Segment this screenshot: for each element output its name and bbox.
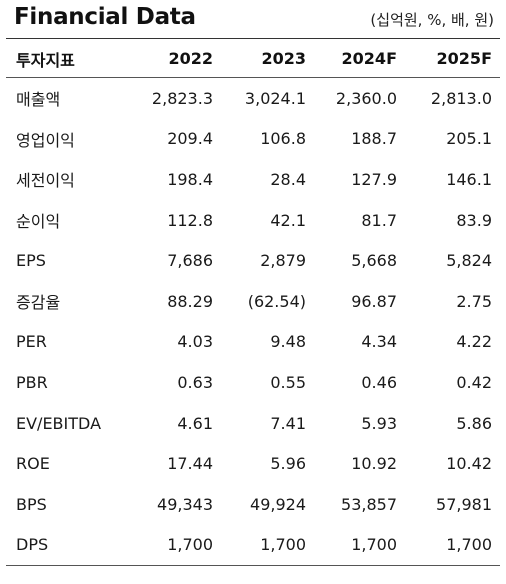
column-header-2025f: 2025F (405, 40, 500, 78)
cell-value: 4.03 (177, 332, 213, 352)
table-row: 순이익 112.8 42.1 81.7 83.9 (6, 200, 500, 241)
cell-value: 1,700 (405, 524, 500, 567)
cell-value: (62.54) (247, 291, 306, 311)
cell-value: 0.46 (361, 372, 397, 392)
cell-value: 96.87 (351, 291, 397, 311)
cell-value: 198.4 (167, 169, 213, 189)
row-label: PER (16, 332, 47, 352)
cell-value: 42.1 (270, 210, 306, 230)
cell-value: 205.1 (446, 129, 492, 149)
table-row: PBR 0.63 0.55 0.46 0.42 (6, 362, 500, 403)
cell-value: 2,823.3 (151, 88, 213, 108)
cell-value: 83.9 (456, 210, 492, 230)
unit-label: (십억원, %, 배, 원) (370, 11, 494, 29)
table-row: EV/EBITDA 4.61 7.41 5.93 5.86 (6, 403, 500, 444)
row-label: BPS (16, 494, 47, 514)
cell-value: 0.55 (270, 372, 306, 392)
row-label: 매출액 (16, 90, 61, 110)
cell-value: 5.86 (456, 413, 492, 433)
table-row: 영업이익 209.4 106.8 188.7 205.1 (6, 119, 500, 160)
cell-value: 3,024.1 (244, 88, 306, 108)
cell-value: 127.9 (351, 169, 397, 189)
cell-value: 5,668 (351, 251, 397, 271)
cell-value: 0.42 (456, 372, 492, 392)
row-label: ROE (16, 454, 50, 474)
column-header-2024f: 2024F (314, 40, 405, 78)
table-body: 매출액 2,823.3 3,024.1 2,360.0 2,813.0 영업이익… (6, 78, 500, 567)
cell-value: 1,700 (314, 524, 405, 567)
table-row: ROE 17.44 5.96 10.92 10.42 (6, 443, 500, 484)
top-rule (6, 38, 500, 39)
header: Financial Data (십억원, %, 배, 원) (0, 0, 506, 40)
cell-value: 53,857 (341, 494, 397, 514)
row-label: EV/EBITDA (16, 413, 102, 433)
header-row: 투자지표 2022 2023 2024F 2025F (6, 40, 500, 78)
cell-value: 7,686 (167, 251, 213, 271)
cell-value: 2,360.0 (335, 88, 397, 108)
table-row: 세전이익 198.4 28.4 127.9 146.1 (6, 159, 500, 200)
table-row: EPS 7,686 2,879 5,668 5,824 (6, 240, 500, 281)
cell-value: 10.92 (351, 454, 397, 474)
cell-value: 5.96 (270, 454, 306, 474)
financial-data-table: 투자지표 2022 2023 2024F 2025F 매출액 2,823.3 3… (6, 40, 500, 567)
cell-value: 4.61 (177, 413, 213, 433)
cell-value: 57,981 (436, 494, 492, 514)
row-label: EPS (16, 251, 46, 271)
cell-value: 9.48 (270, 332, 306, 352)
cell-value: 2,813.0 (430, 88, 492, 108)
table-row: BPS 49,343 49,924 53,857 57,981 (6, 484, 500, 525)
cell-value: 81.7 (361, 210, 397, 230)
column-header-indicator: 투자지표 (6, 40, 136, 78)
cell-value: 4.34 (361, 332, 397, 352)
column-header-2023: 2023 (221, 40, 314, 78)
row-label: 세전이익 (16, 171, 75, 191)
table-row: DPS 1,700 1,700 1,700 1,700 (6, 524, 500, 567)
cell-value: 188.7 (351, 129, 397, 149)
cell-value: 5.93 (361, 413, 397, 433)
page-title: Financial Data (14, 4, 196, 30)
cell-value: 1,700 (136, 524, 221, 567)
column-header-2022: 2022 (136, 40, 221, 78)
cell-value: 4.22 (456, 332, 492, 352)
cell-value: 49,343 (157, 494, 213, 514)
cell-value: 17.44 (167, 454, 213, 474)
cell-value: 10.42 (446, 454, 492, 474)
cell-value: 2.75 (456, 291, 492, 311)
cell-value: 49,924 (250, 494, 306, 514)
cell-value: 1,700 (221, 524, 314, 567)
row-label: PBR (16, 372, 48, 392)
cell-value: 209.4 (167, 129, 213, 149)
cell-value: 2,879 (260, 251, 306, 271)
cell-value: 28.4 (270, 169, 306, 189)
table-row: PER 4.03 9.48 4.34 4.22 (6, 322, 500, 363)
row-label: 영업이익 (16, 130, 75, 150)
cell-value: 146.1 (446, 169, 492, 189)
row-label: 순이익 (16, 212, 61, 232)
cell-value: 106.8 (260, 129, 306, 149)
cell-value: 112.8 (167, 210, 213, 230)
cell-value: 5,824 (446, 251, 492, 271)
table-row: 증감율 88.29 (62.54) 96.87 2.75 (6, 281, 500, 322)
table-row: 매출액 2,823.3 3,024.1 2,360.0 2,813.0 (6, 78, 500, 119)
cell-value: 88.29 (167, 291, 213, 311)
row-label: DPS (6, 524, 136, 567)
cell-value: 7.41 (270, 413, 306, 433)
cell-value: 0.63 (177, 372, 213, 392)
row-label: 증감율 (16, 293, 61, 313)
